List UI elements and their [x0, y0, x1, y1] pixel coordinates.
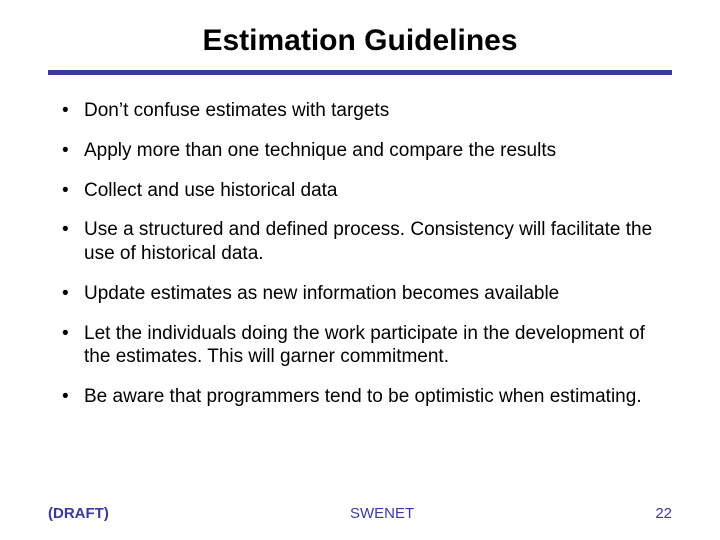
list-item: Don’t confuse estimates with targets: [56, 99, 664, 123]
bullet-list: Don’t confuse estimates with targets App…: [48, 99, 672, 409]
title-underline-rule: [48, 70, 672, 75]
list-item: Collect and use historical data: [56, 179, 664, 203]
footer-right-page-number: 22: [655, 505, 672, 522]
list-item: Update estimates as new information beco…: [56, 282, 664, 306]
slide-footer: (DRAFT) SWENET 22: [0, 505, 720, 522]
list-item: Use a structured and defined process. Co…: [56, 218, 664, 266]
slide: Estimation Guidelines Don’t confuse esti…: [0, 0, 720, 540]
list-item: Apply more than one technique and compar…: [56, 139, 664, 163]
slide-title: Estimation Guidelines: [48, 24, 672, 58]
footer-center-source: SWENET: [350, 505, 414, 522]
footer-left-draft: (DRAFT): [48, 505, 109, 522]
list-item: Be aware that programmers tend to be opt…: [56, 385, 664, 409]
list-item: Let the individuals doing the work parti…: [56, 322, 664, 370]
